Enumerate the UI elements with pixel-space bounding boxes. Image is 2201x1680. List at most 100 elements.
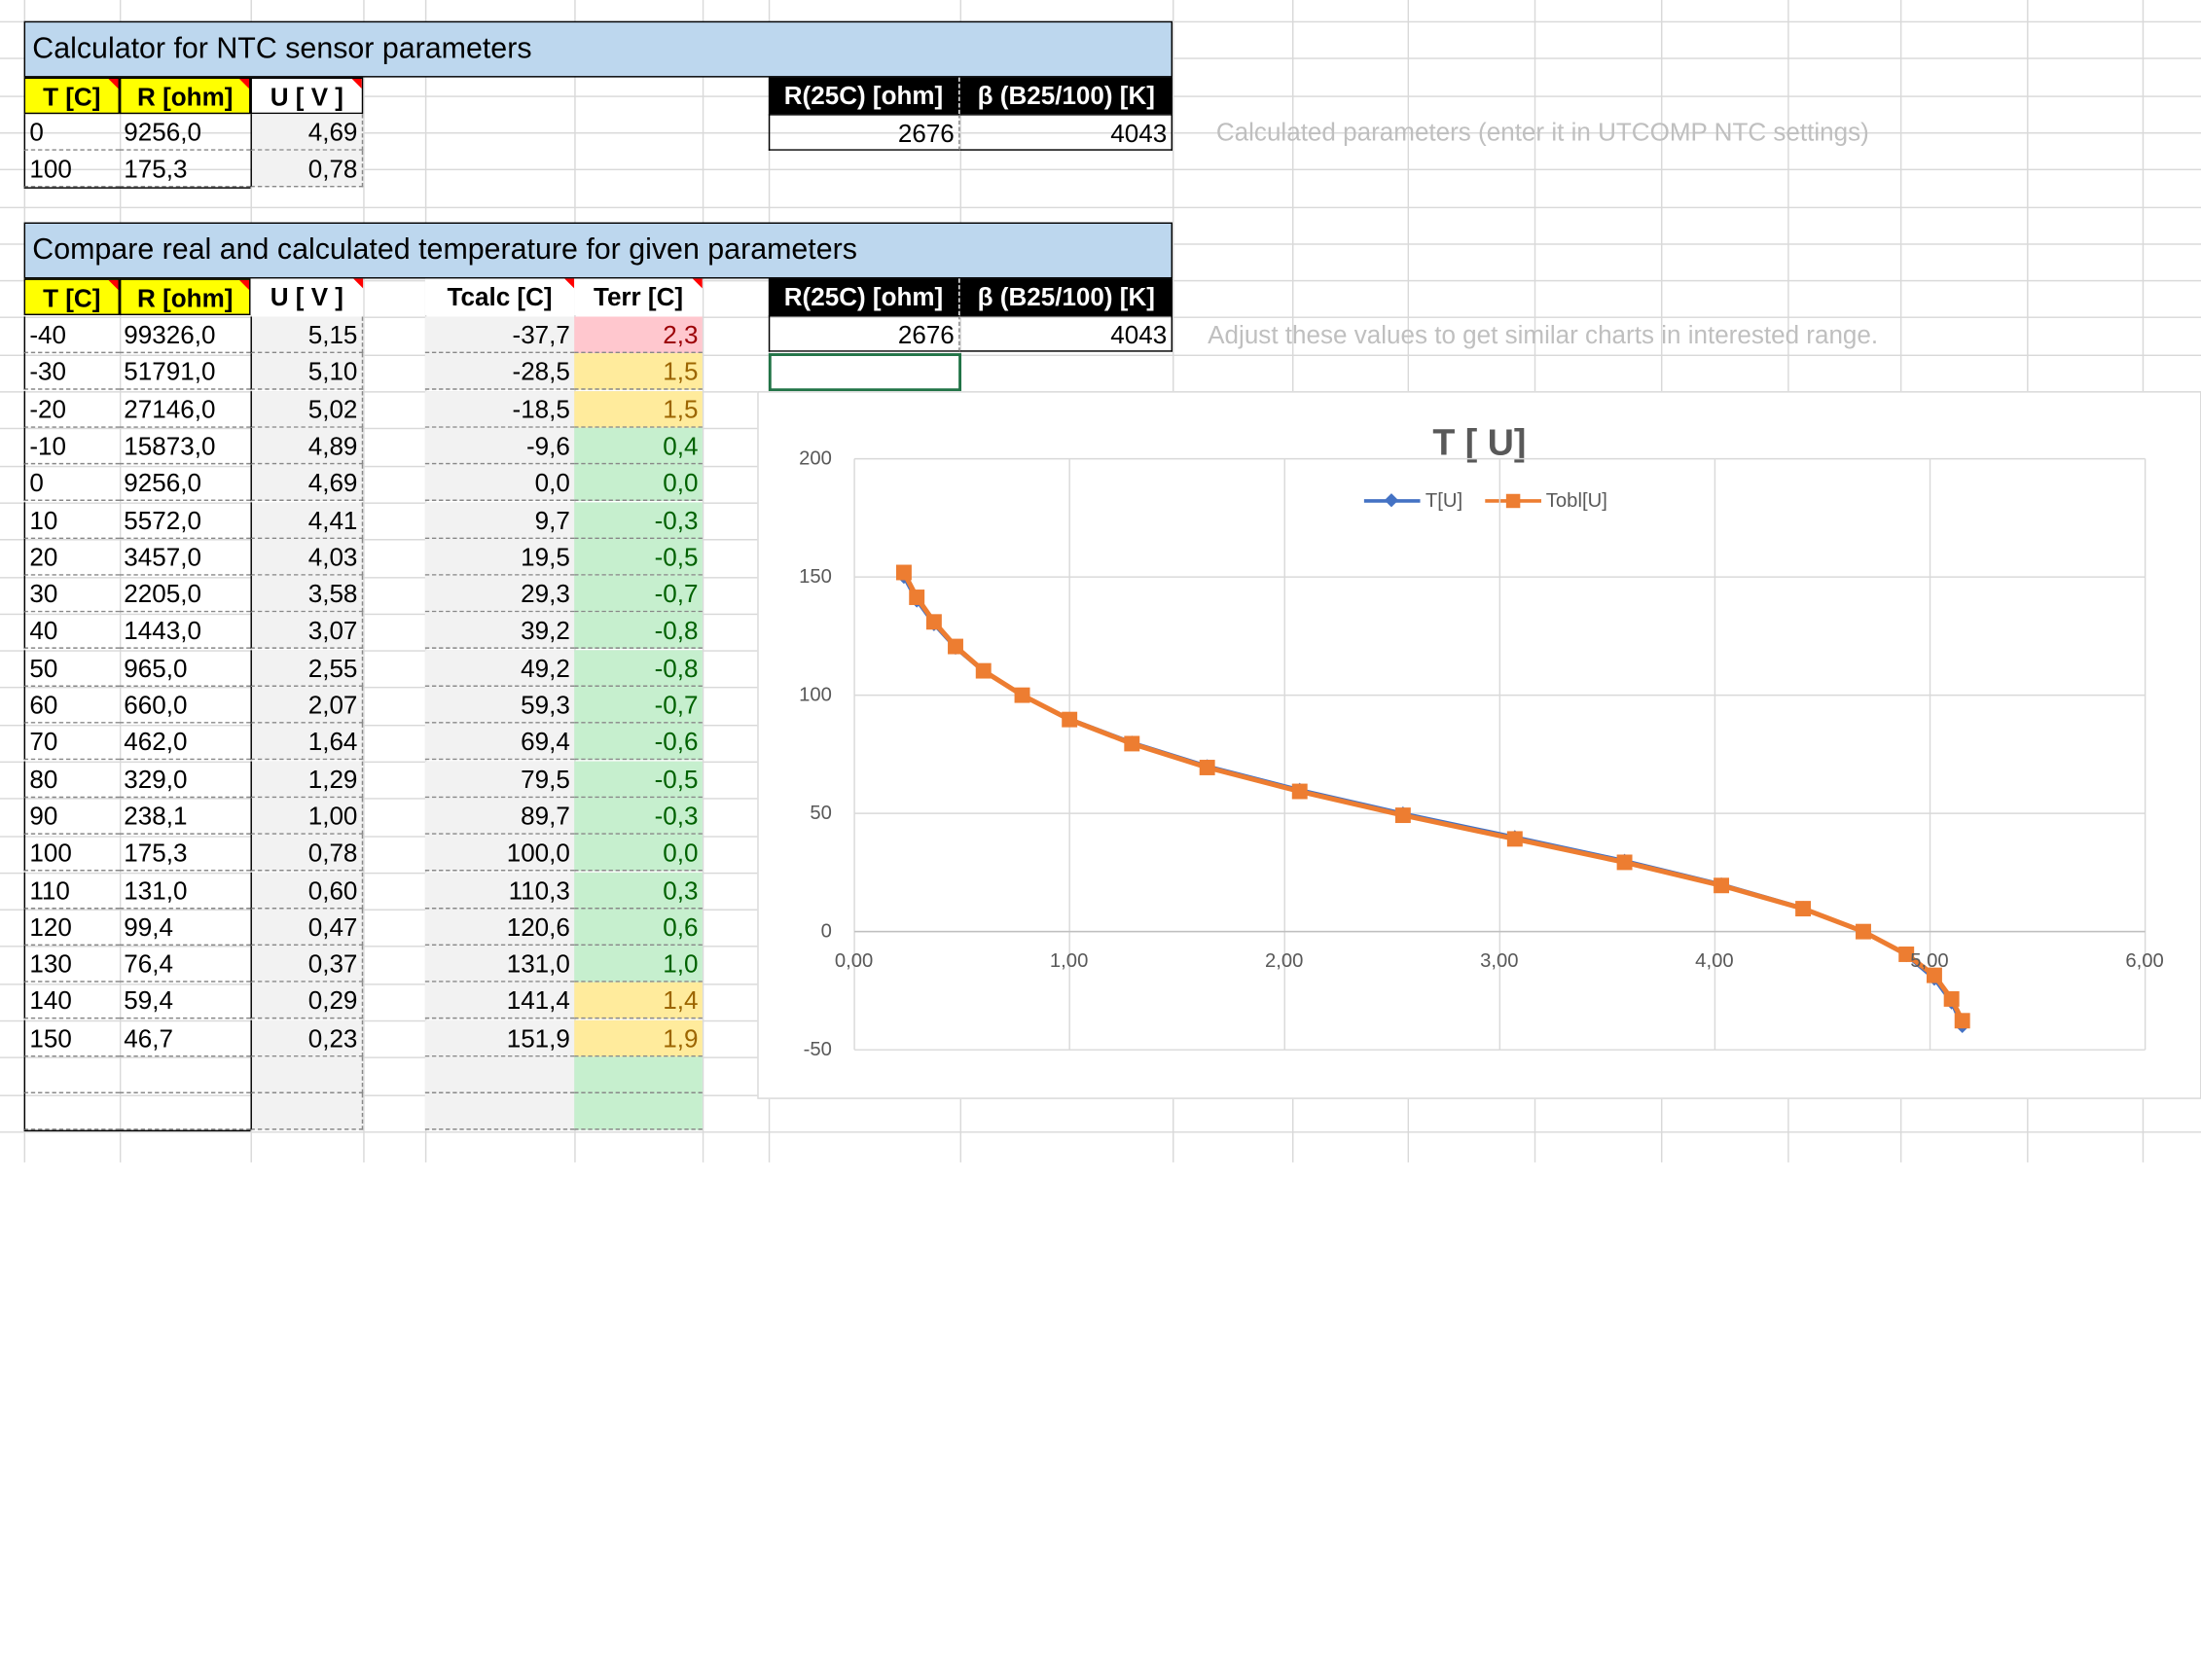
- compare-header-tcalc[interactable]: Tcalc [C]: [424, 278, 575, 316]
- tobl-data-point: [909, 590, 925, 605]
- compare-param-header-r25[interactable]: R(25C) [ohm]: [768, 278, 960, 316]
- calc-cell-r[interactable]: 9256,0: [119, 114, 251, 151]
- calc-cell-t[interactable]: 0: [23, 114, 120, 151]
- table-cell-u[interactable]: 2,55: [250, 649, 364, 687]
- table-cell-u[interactable]: [250, 1056, 364, 1094]
- calc-param-beta-value[interactable]: 4043: [959, 114, 1173, 151]
- table-cell-r[interactable]: 660,0: [119, 687, 251, 724]
- chart-plot: [853, 457, 2147, 1051]
- calc-param-header-r25[interactable]: R(25C) [ohm]: [768, 77, 960, 115]
- table-cell-t[interactable]: 10: [23, 501, 120, 539]
- table-cell-t[interactable]: 150: [23, 1019, 120, 1056]
- table-cell-r[interactable]: 99326,0: [119, 316, 251, 354]
- calc-header-t[interactable]: T [C]: [23, 77, 120, 115]
- table-cell-r[interactable]: 51791,0: [119, 354, 251, 391]
- table-cell-u[interactable]: 3,58: [250, 575, 364, 613]
- table-cell-r[interactable]: 59,4: [119, 983, 251, 1019]
- table-cell-u[interactable]: 1,00: [250, 798, 364, 835]
- table-cell-r[interactable]: 175,3: [119, 835, 251, 872]
- calc-cell-u[interactable]: 4,69: [250, 114, 364, 151]
- compare-header-r[interactable]: R [ohm]: [119, 278, 251, 316]
- table-cell-terr: -0,5: [574, 538, 703, 576]
- table-cell-t[interactable]: 110: [23, 872, 120, 909]
- table-cell-r[interactable]: 3457,0: [119, 539, 251, 576]
- table-cell-t[interactable]: 120: [23, 909, 120, 946]
- table-cell-u[interactable]: 5,15: [250, 316, 364, 354]
- table-cell-t[interactable]: 130: [23, 946, 120, 983]
- table-cell-t[interactable]: [23, 1056, 120, 1094]
- table-cell-u[interactable]: 0,23: [250, 1019, 364, 1056]
- table-cell-u[interactable]: 2,07: [250, 686, 364, 724]
- table-cell-r[interactable]: 9256,0: [119, 465, 251, 502]
- x-tick-label: 3,00: [1480, 948, 1519, 972]
- table-cell-r[interactable]: 2205,0: [119, 576, 251, 613]
- table-cell-u[interactable]: [250, 1093, 364, 1131]
- table-cell-u[interactable]: 0,60: [250, 872, 364, 909]
- table-cell-u[interactable]: 4,89: [250, 427, 364, 465]
- table-cell-t[interactable]: 20: [23, 538, 120, 576]
- compare-param-r25-value[interactable]: 2676: [768, 315, 960, 352]
- compare-header-t[interactable]: T [C]: [23, 278, 120, 316]
- table-cell-r[interactable]: 462,0: [119, 724, 251, 761]
- calc-cell-t[interactable]: 100: [23, 151, 120, 188]
- table-cell-t[interactable]: 30: [23, 575, 120, 613]
- table-cell-r[interactable]: 15873,0: [119, 428, 251, 465]
- compare-header-terr[interactable]: Terr [C]: [574, 278, 703, 316]
- table-cell-r[interactable]: 131,0: [119, 872, 251, 909]
- calc-param-r25-value[interactable]: 2676: [768, 114, 960, 151]
- table-cell-t[interactable]: -30: [23, 353, 120, 391]
- table-cell-tcalc: 141,4: [424, 983, 575, 1019]
- table-cell-u[interactable]: 0,47: [250, 909, 364, 946]
- table-cell-u[interactable]: 1,29: [250, 761, 364, 798]
- table-cell-u[interactable]: 4,69: [250, 464, 364, 502]
- table-cell-t[interactable]: -40: [23, 316, 120, 354]
- x-tick-label: 2,00: [1264, 948, 1304, 972]
- compare-header-u[interactable]: U [ V ]: [250, 278, 364, 316]
- x-tick-label: 0,00: [834, 948, 874, 972]
- table-cell-r[interactable]: 5572,0: [119, 502, 251, 539]
- table-cell-t[interactable]: [23, 1093, 120, 1131]
- table-cell-u[interactable]: 0,78: [250, 835, 364, 872]
- table-cell-t[interactable]: 0: [23, 464, 120, 502]
- table-cell-r[interactable]: 27146,0: [119, 391, 251, 428]
- table-cell-t[interactable]: 140: [23, 983, 120, 1019]
- selected-cell[interactable]: [768, 353, 962, 392]
- table-cell-r[interactable]: [119, 1093, 251, 1131]
- calc-header-u[interactable]: U [ V ]: [250, 77, 364, 115]
- table-cell-t[interactable]: 50: [23, 649, 120, 687]
- calc-header-r[interactable]: R [ohm]: [119, 77, 251, 115]
- table-cell-u[interactable]: 4,03: [250, 538, 364, 576]
- calc-param-header-beta[interactable]: β (B25/100) [K]: [959, 77, 1173, 115]
- table-cell-r[interactable]: 46,7: [119, 1019, 251, 1056]
- table-cell-t[interactable]: 70: [23, 723, 120, 761]
- chart-area[interactable]: T [ U] T[U] Tobl[U] 0,00 1,00 2,00 3,00 4,00…: [757, 391, 2201, 1099]
- table-cell-u[interactable]: 4,41: [250, 501, 364, 539]
- table-cell-t[interactable]: 80: [23, 761, 120, 798]
- table-cell-r[interactable]: 1443,0: [119, 613, 251, 650]
- table-cell-t[interactable]: -20: [23, 390, 120, 428]
- table-cell-u[interactable]: 5,10: [250, 353, 364, 391]
- calc-cell-u[interactable]: 0,78: [250, 151, 364, 188]
- table-cell-u[interactable]: 0,37: [250, 946, 364, 983]
- table-cell-u[interactable]: 1,64: [250, 723, 364, 761]
- table-cell-u[interactable]: 3,07: [250, 612, 364, 650]
- table-cell-r[interactable]: 238,1: [119, 798, 251, 835]
- table-cell-u[interactable]: 5,02: [250, 390, 364, 428]
- calc-cell-r[interactable]: 175,3: [119, 151, 251, 188]
- table-cell-u[interactable]: 0,29: [250, 983, 364, 1019]
- tobl-data-point: [1795, 901, 1812, 917]
- table-cell-r[interactable]: 329,0: [119, 761, 251, 798]
- table-cell-t[interactable]: 40: [23, 612, 120, 650]
- compare-param-beta-value[interactable]: 4043: [959, 315, 1173, 352]
- table-cell-t[interactable]: 100: [23, 835, 120, 872]
- table-cell-r[interactable]: 965,0: [119, 650, 251, 687]
- table-cell-t[interactable]: -10: [23, 427, 120, 465]
- table-cell-terr: 1,0: [574, 946, 703, 983]
- table-cell-t[interactable]: 90: [23, 798, 120, 835]
- table-cell-r[interactable]: 76,4: [119, 946, 251, 983]
- table-cell-r[interactable]: 99,4: [119, 909, 251, 946]
- compare-param-header-beta[interactable]: β (B25/100) [K]: [959, 278, 1173, 316]
- table-cell-r[interactable]: [119, 1056, 251, 1094]
- table-cell-tcalc: 59,3: [424, 686, 575, 724]
- table-cell-t[interactable]: 60: [23, 686, 120, 724]
